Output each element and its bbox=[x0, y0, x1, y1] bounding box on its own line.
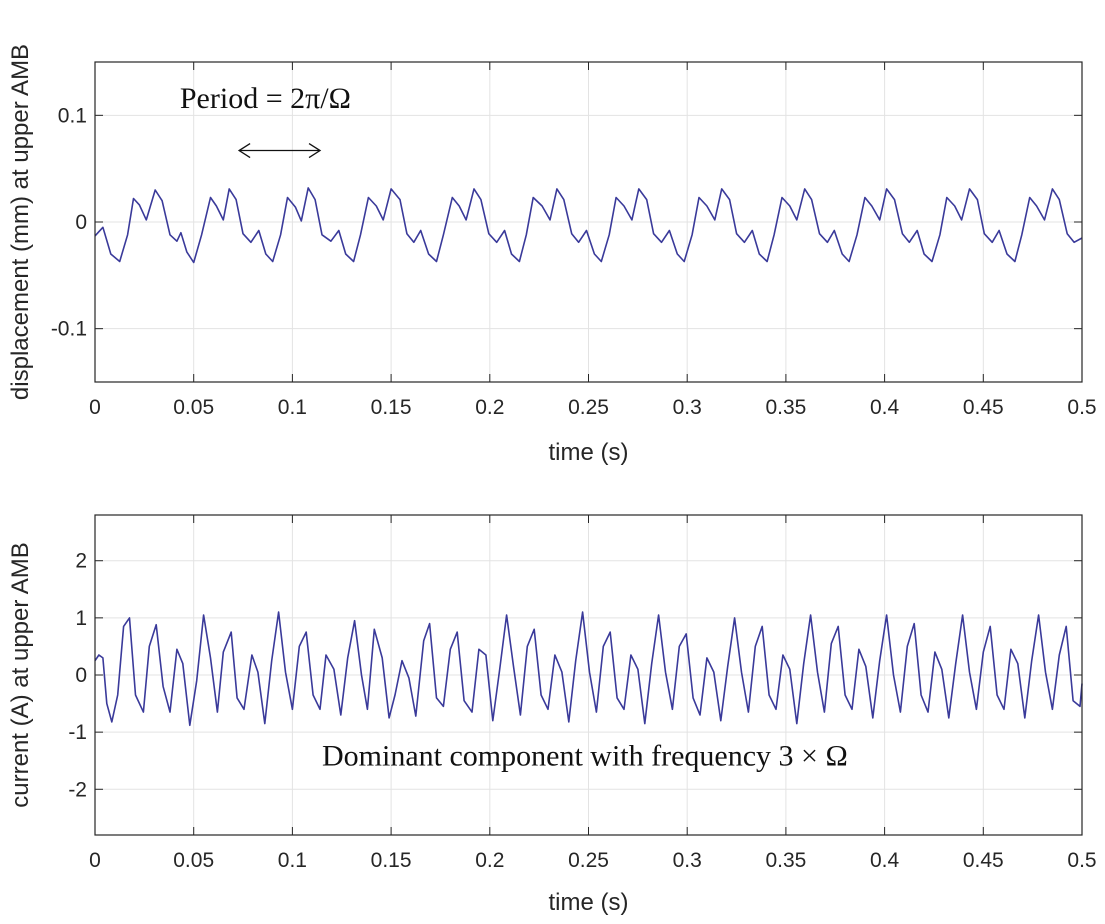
x-axis-label: time (s) bbox=[549, 439, 629, 466]
x-tick-label: 0.4 bbox=[870, 396, 900, 419]
x-tick-label: 0.05 bbox=[173, 849, 214, 872]
y-tick-label: 0 bbox=[75, 211, 87, 234]
y-tick-label: 1 bbox=[75, 607, 87, 630]
period-arrow-left-head bbox=[237, 142, 251, 159]
x-tick-label: 0.1 bbox=[278, 849, 307, 872]
x-tick-label: 0.1 bbox=[278, 396, 307, 419]
y-tick-label: -2 bbox=[68, 778, 87, 801]
x-tick-label: 0.5 bbox=[1067, 396, 1096, 419]
x-tick-label: 0.3 bbox=[673, 849, 702, 872]
y-axis-label: displacement (mm) at upper AMB bbox=[7, 44, 34, 400]
series-line-current bbox=[94, 611, 1083, 727]
x-tick-label: 0.2 bbox=[475, 396, 504, 419]
x-tick-label: 0.35 bbox=[765, 849, 806, 872]
y-tick-label: 0 bbox=[75, 664, 87, 687]
x-tick-label: 0.05 bbox=[173, 396, 214, 419]
x-tick-label: 0.2 bbox=[475, 849, 504, 872]
x-tick-label: 0.25 bbox=[568, 849, 609, 872]
displacement-panel: 0 0.05 0.1 0.15 0.2 0.25 0.3 0.35 0.4 0.45 0.5 -0.1… bbox=[7, 44, 1097, 466]
y-tick-label: 0.1 bbox=[58, 104, 87, 127]
x-tick-label: 0.3 bbox=[673, 396, 702, 419]
x-tick-label: 0.25 bbox=[568, 396, 609, 419]
x-tick-label: 0 bbox=[89, 396, 101, 419]
x-tick-label: 0.45 bbox=[963, 849, 1004, 872]
x-tick-label: 0.15 bbox=[371, 396, 412, 419]
annotation-text: Period = 2π/Ω bbox=[180, 82, 351, 115]
x-tick-label: 0 bbox=[89, 849, 101, 872]
annotation-text: Dominant component with frequency 3 × Ω bbox=[322, 739, 848, 772]
x-axis-label: time (s) bbox=[549, 889, 629, 916]
x-tick-label: 0.35 bbox=[765, 396, 806, 419]
current-panel: 0 0.05 0.1 0.15 0.2 0.25 0.3 0.35 0.4 0.45 0.5 -2 -1… bbox=[7, 514, 1097, 916]
period-arrow-right-head bbox=[308, 142, 322, 159]
series-line-displacement bbox=[94, 187, 1083, 264]
x-tick-label: 0.4 bbox=[870, 849, 900, 872]
x-tick-label: 0.15 bbox=[371, 849, 412, 872]
y-axis-label: current (A) at upper AMB bbox=[7, 542, 34, 807]
x-tick-label: 0.5 bbox=[1067, 849, 1096, 872]
x-tick-label: 0.45 bbox=[963, 396, 1004, 419]
y-tick-label: 2 bbox=[75, 550, 87, 573]
y-tick-label: -1 bbox=[68, 721, 87, 744]
y-tick-label: -0.1 bbox=[51, 318, 87, 341]
